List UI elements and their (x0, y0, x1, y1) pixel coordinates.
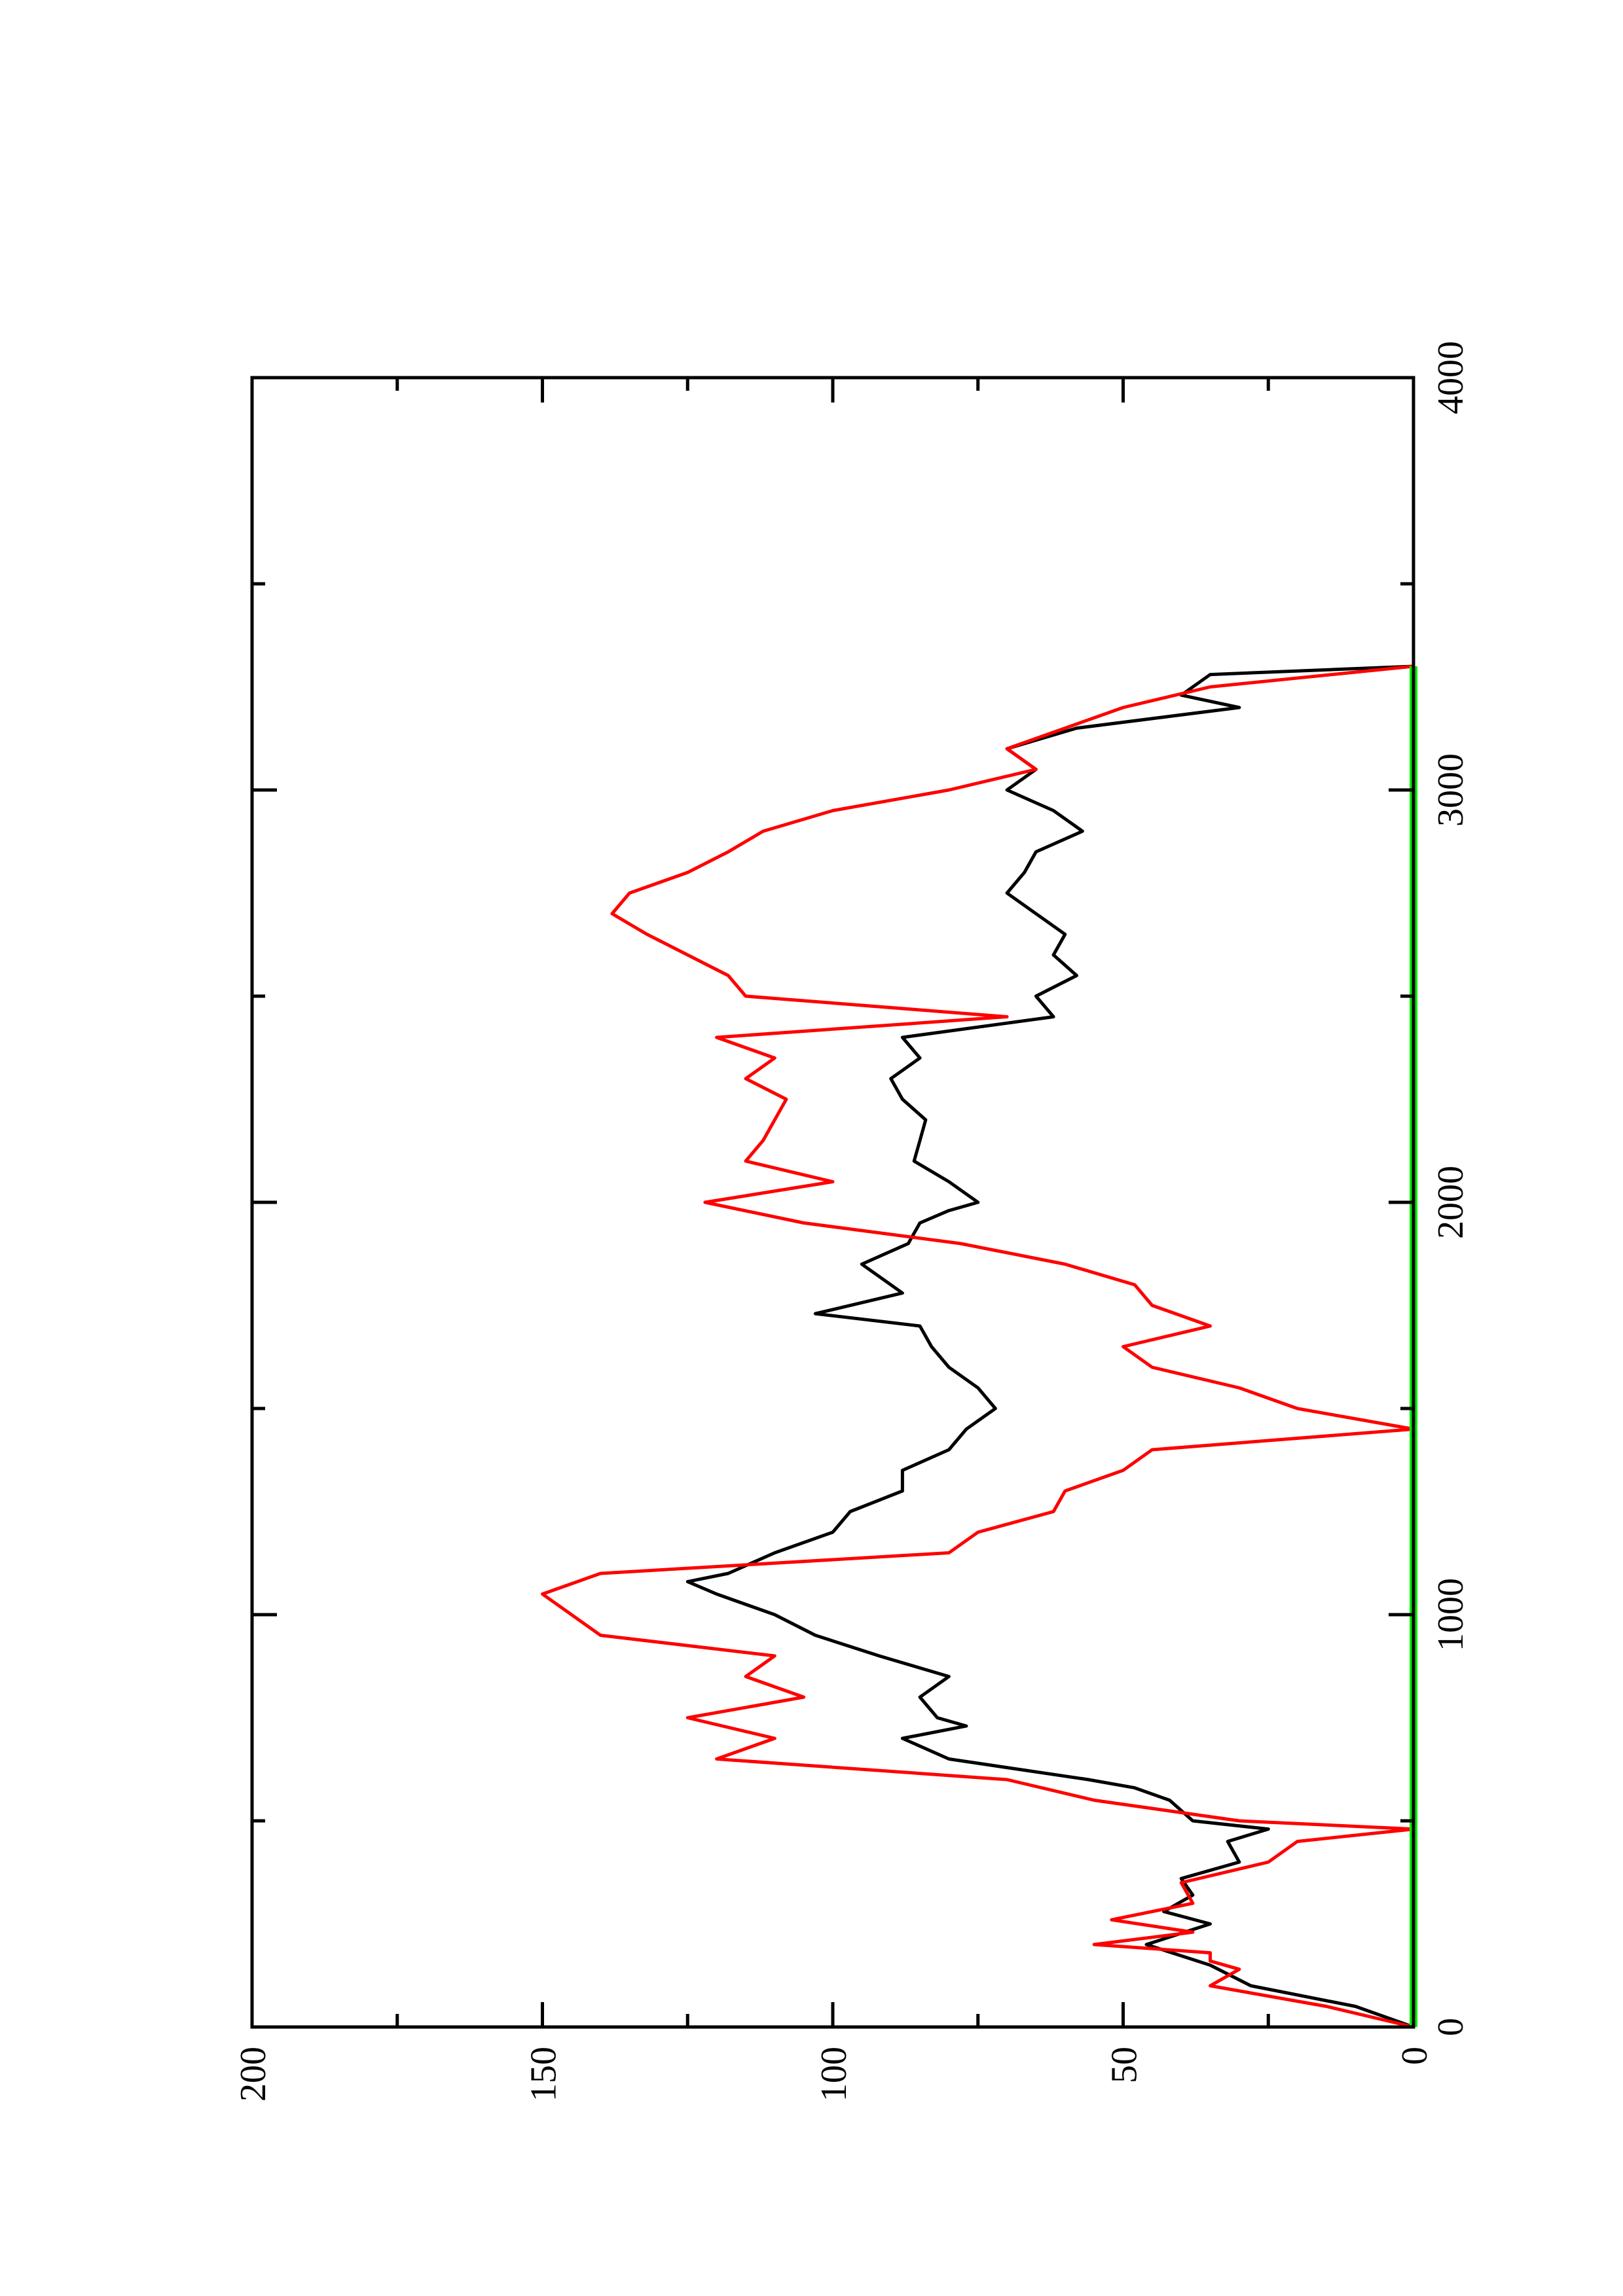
y-tick-label: 200 (233, 2047, 274, 2102)
y-tick-label: 0 (1395, 2047, 1435, 2065)
x-tick-label: 4000 (1431, 341, 1471, 414)
x-tick-label: 0 (1431, 2018, 1471, 2036)
x-tick-label: 2000 (1431, 1166, 1471, 1239)
y-tick-label: 50 (1104, 2047, 1145, 2083)
series-line-2 (541, 664, 1415, 2029)
x-tick-label: 1000 (1431, 1578, 1471, 1651)
plot-frame (250, 376, 1415, 2029)
y-tick-label: 100 (814, 2047, 854, 2102)
axis-ticks (250, 376, 1415, 2029)
y-tick-label: 150 (524, 2047, 564, 2102)
x-tick-label: 3000 (1431, 753, 1471, 827)
tick-labels: 0 1000 2000 3000 4000 0 50 100 150 200 (233, 341, 1471, 2102)
